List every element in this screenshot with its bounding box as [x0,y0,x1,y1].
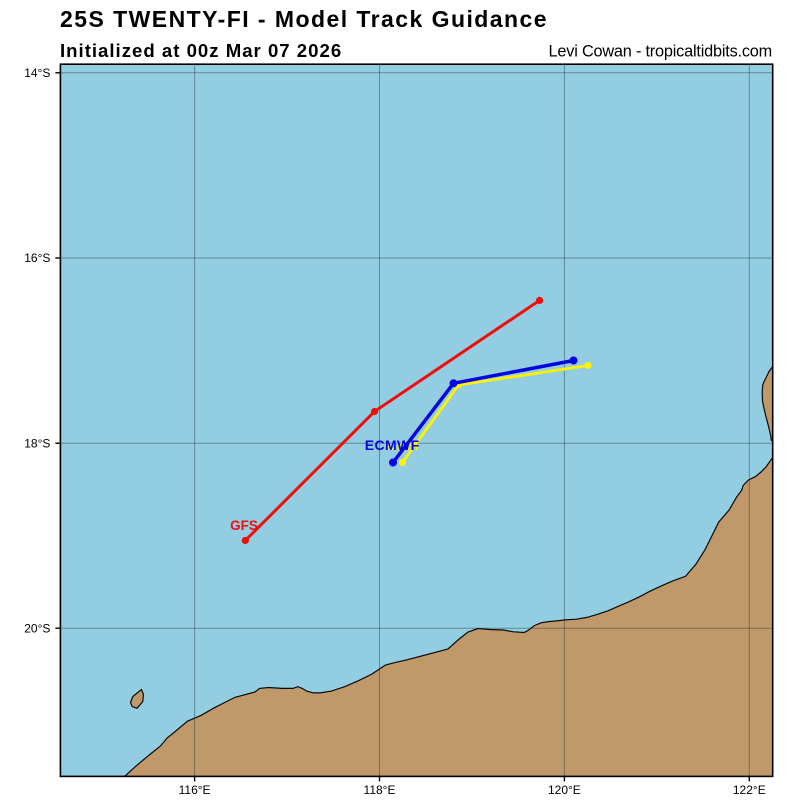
svg-text:GFS: GFS [230,518,258,533]
svg-text:ECMWF: ECMWF [365,437,420,453]
svg-text:14°S: 14°S [24,66,50,80]
svg-text:120°E: 120°E [548,783,581,797]
svg-text:Levi Cowan - tropicaltidbits.c: Levi Cowan - tropicaltidbits.com [549,43,772,61]
svg-text:122°E: 122°E [733,783,766,797]
svg-text:16°S: 16°S [24,251,50,265]
svg-text:116°E: 116°E [179,783,211,797]
svg-text:Initialized at 00z Mar 07 2026: Initialized at 00z Mar 07 2026 [60,40,342,61]
svg-text:118°E: 118°E [364,783,396,797]
svg-text:20°S: 20°S [24,621,50,635]
svg-text:18°S: 18°S [24,436,50,450]
svg-text:25S TWENTY-FI - Model Track Gu: 25S TWENTY-FI - Model Track Guidance [60,6,548,32]
